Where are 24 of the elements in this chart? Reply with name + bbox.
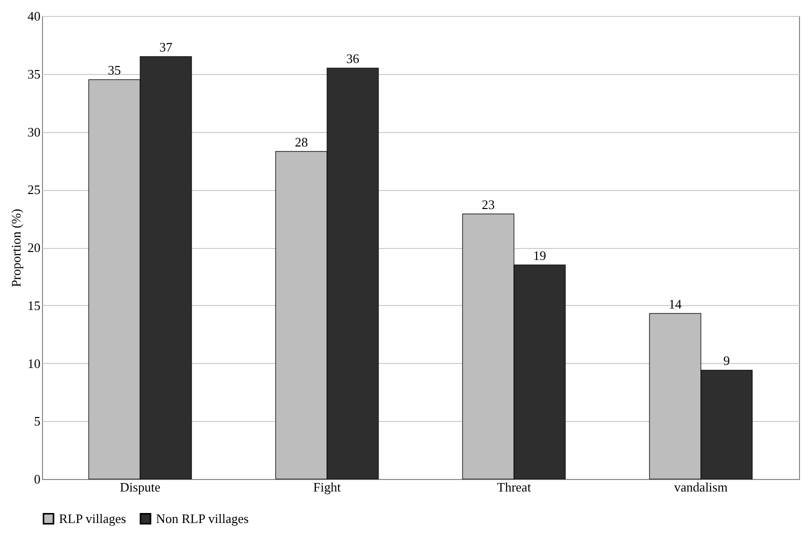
data-label: 37: [159, 40, 173, 55]
y-tick-label: 35: [28, 66, 40, 82]
data-label: 19: [533, 248, 546, 263]
y-tick-label: 0: [34, 472, 40, 486]
x-tick-label: Fight: [313, 480, 342, 494]
data-label: 23: [482, 196, 495, 212]
y-tick-label: 30: [28, 124, 40, 140]
legend-label: Non RLP villages: [156, 510, 249, 526]
x-tick-label: Dispute: [120, 480, 161, 494]
data-label: 35: [108, 62, 121, 78]
data-label: 14: [668, 296, 682, 312]
data-label: 9: [723, 353, 730, 368]
y-tick-label: 20: [28, 240, 40, 255]
y-tick-label: 40: [28, 8, 40, 24]
data-label: 28: [294, 134, 308, 150]
y-tick-label: 5: [34, 414, 40, 429]
y-axis-title: Proportion (%): [8, 208, 24, 288]
y-tick-label: 10: [28, 356, 40, 371]
y-tick-label: 25: [28, 182, 40, 198]
data-label: 36: [346, 51, 360, 66]
x-tick-label: vandalism: [674, 480, 728, 494]
y-tick-label: 15: [28, 298, 40, 313]
legend-label: RLP villages: [59, 510, 126, 526]
x-tick-label: Threat: [496, 480, 532, 494]
